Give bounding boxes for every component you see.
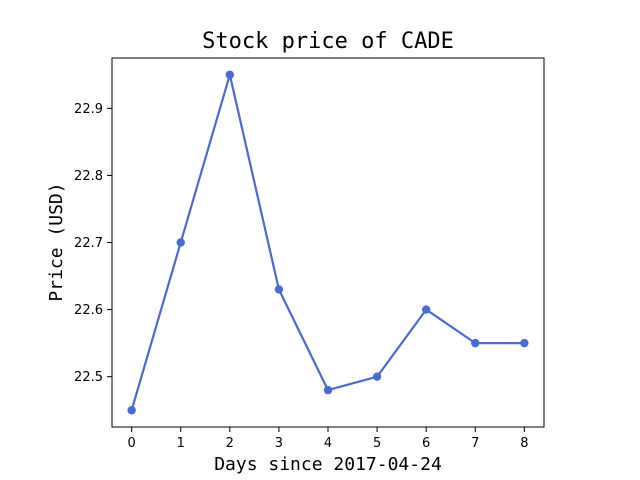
y-tick-label: 22.9 xyxy=(74,102,103,117)
x-tick-label: 7 xyxy=(471,436,479,451)
y-axis-ticks: 22.5 22.6 22.7 22.8 22.9 xyxy=(74,102,112,385)
y-axis-label: Price (USD) xyxy=(46,182,67,301)
series-line xyxy=(130,73,525,411)
data-point xyxy=(176,238,185,247)
x-tick-label: 2 xyxy=(226,436,234,451)
series-group xyxy=(127,70,529,415)
x-axis-label: Days since 2017-04-24 xyxy=(214,454,442,475)
data-point xyxy=(471,338,480,348)
x-tick-label: 1 xyxy=(177,436,185,451)
y-tick-label: 22.7 xyxy=(74,236,103,251)
data-point xyxy=(421,305,431,314)
data-point xyxy=(274,285,284,294)
data-point xyxy=(323,385,333,395)
x-tick-label: 0 xyxy=(127,436,135,451)
data-point xyxy=(225,70,235,79)
x-tick-label: 6 xyxy=(422,436,430,451)
data-point xyxy=(520,338,529,348)
x-tick-label: 5 xyxy=(373,436,381,451)
data-point xyxy=(127,406,136,415)
x-tick-label: 4 xyxy=(324,436,332,451)
y-tick-label: 22.6 xyxy=(74,303,103,318)
x-tick-label: 3 xyxy=(275,436,283,451)
x-axis-ticks: 0 1 2 3 4 5 6 7 8 xyxy=(127,427,529,451)
y-tick-label: 22.5 xyxy=(74,370,103,385)
chart-title: Stock price of CADE xyxy=(202,29,454,54)
y-tick-label: 22.8 xyxy=(74,169,103,184)
data-point xyxy=(372,372,382,381)
x-tick-label: 8 xyxy=(520,436,528,451)
